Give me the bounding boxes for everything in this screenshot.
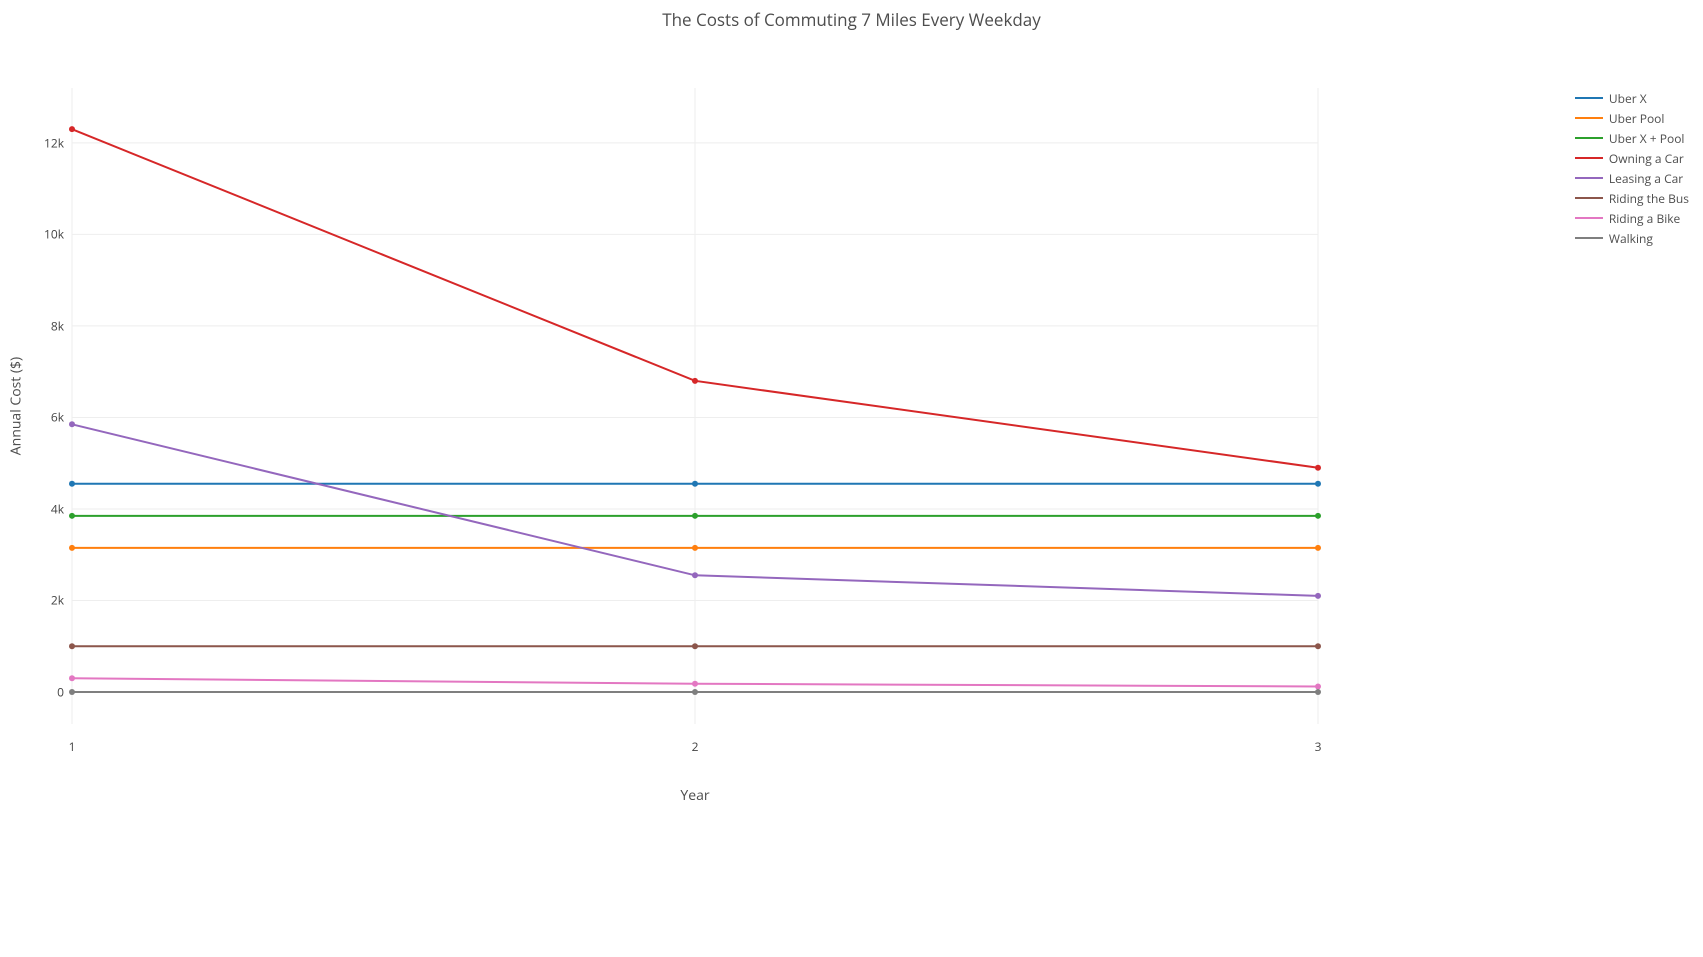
legend-label: Uber Pool: [1609, 110, 1665, 127]
series-marker[interactable]: [69, 513, 75, 519]
y-tick-label: 6k: [51, 409, 64, 426]
x-tick-label: 2: [692, 738, 699, 755]
x-tick-label: 1: [69, 738, 76, 755]
series-marker[interactable]: [1315, 643, 1321, 649]
legend-label: Riding a Bike: [1609, 210, 1680, 227]
y-tick-label: 10k: [44, 226, 64, 243]
series-marker[interactable]: [1315, 481, 1321, 487]
legend-item[interactable]: Riding a Bike: [1575, 208, 1689, 228]
legend-swatch: [1575, 137, 1603, 139]
commuting-cost-chart: The Costs of Commuting 7 Miles Every Wee…: [0, 0, 1703, 957]
series-marker[interactable]: [1315, 513, 1321, 519]
legend-label: Uber X + Pool: [1609, 130, 1685, 147]
series-marker[interactable]: [69, 675, 75, 681]
legend-label: Leasing a Car: [1609, 170, 1683, 187]
series-marker[interactable]: [692, 513, 698, 519]
legend-item[interactable]: Uber X: [1575, 88, 1689, 108]
legend-swatch: [1575, 237, 1603, 239]
legend-swatch: [1575, 177, 1603, 179]
y-tick-label: 2k: [51, 592, 64, 609]
series-marker[interactable]: [1315, 545, 1321, 551]
y-tick-label: 4k: [51, 500, 64, 517]
series-marker[interactable]: [692, 572, 698, 578]
legend-item[interactable]: Leasing a Car: [1575, 168, 1689, 188]
series-marker[interactable]: [69, 421, 75, 427]
legend: Uber X Uber Pool Uber X + Pool Owning a Car…: [1575, 88, 1689, 248]
series-marker[interactable]: [692, 545, 698, 551]
series-marker[interactable]: [69, 545, 75, 551]
legend-item[interactable]: Owning a Car: [1575, 148, 1689, 168]
series-marker[interactable]: [69, 689, 75, 695]
series-marker[interactable]: [692, 481, 698, 487]
plot-svg: [72, 88, 1318, 724]
series-marker[interactable]: [692, 378, 698, 384]
series-marker[interactable]: [1315, 683, 1321, 689]
legend-label: Uber X: [1609, 90, 1647, 107]
chart-title: The Costs of Commuting 7 Miles Every Wee…: [0, 8, 1703, 31]
y-axis-label: Annual Cost ($): [7, 357, 26, 455]
y-tick-label: 0: [57, 683, 64, 700]
y-tick-label: 8k: [51, 317, 64, 334]
y-tick-label: 12k: [44, 134, 64, 151]
x-tick-label: 3: [1315, 738, 1322, 755]
legend-swatch: [1575, 97, 1603, 99]
series-marker[interactable]: [1315, 593, 1321, 599]
legend-swatch: [1575, 117, 1603, 119]
x-axis-label: Year: [680, 786, 709, 805]
series-marker[interactable]: [692, 689, 698, 695]
legend-label: Owning a Car: [1609, 150, 1684, 167]
series-marker[interactable]: [1315, 465, 1321, 471]
series-marker[interactable]: [692, 681, 698, 687]
plot-area: 02k4k6k8k10k12k123: [72, 88, 1318, 724]
legend-label: Walking: [1609, 230, 1653, 247]
legend-label: Riding the Bus: [1609, 190, 1689, 207]
legend-item[interactable]: Walking: [1575, 228, 1689, 248]
legend-swatch: [1575, 157, 1603, 159]
legend-item[interactable]: Uber Pool: [1575, 108, 1689, 128]
legend-swatch: [1575, 217, 1603, 219]
series-marker[interactable]: [69, 481, 75, 487]
legend-swatch: [1575, 197, 1603, 199]
series-marker[interactable]: [692, 643, 698, 649]
legend-item[interactable]: Uber X + Pool: [1575, 128, 1689, 148]
series-marker[interactable]: [69, 643, 75, 649]
series-marker[interactable]: [1315, 689, 1321, 695]
legend-item[interactable]: Riding the Bus: [1575, 188, 1689, 208]
series-marker[interactable]: [69, 126, 75, 132]
